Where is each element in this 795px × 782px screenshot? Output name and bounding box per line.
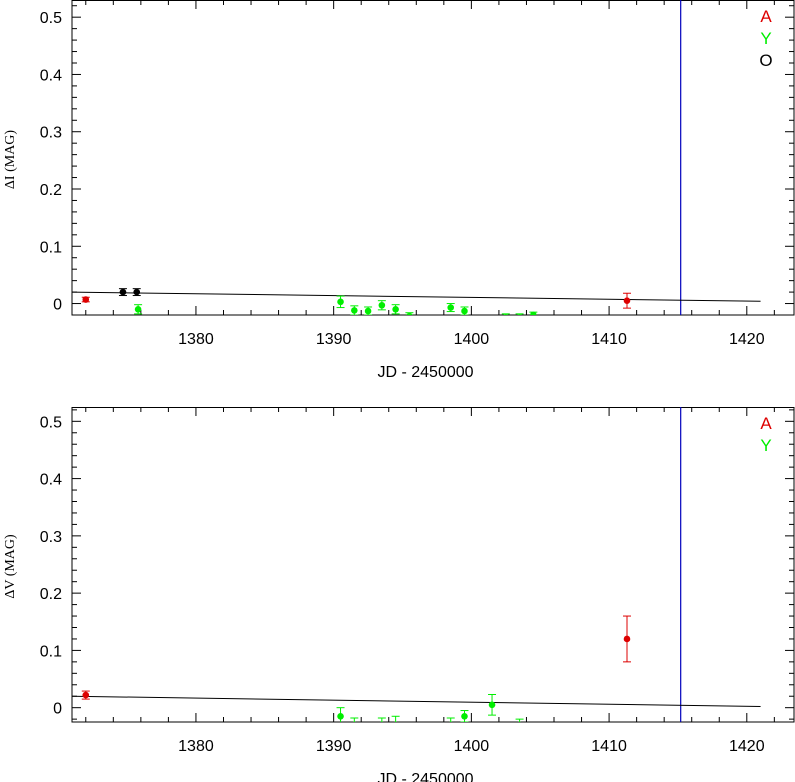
data-marker	[447, 304, 455, 311]
data-marker	[82, 296, 90, 303]
data-point-Y	[350, 717, 359, 722]
legend-entry-Y: Y	[760, 29, 771, 48]
data-marker	[380, 721, 384, 722]
y-tick-label: 0.3	[40, 125, 62, 142]
data-marker	[517, 313, 522, 315]
data-marker	[337, 712, 344, 720]
legend-entry-A: A	[760, 7, 772, 26]
x-tick-label: 1410	[591, 738, 627, 755]
legend-entry-O: O	[759, 51, 772, 70]
data-marker	[351, 307, 358, 314]
y-tick-label: 0.5	[40, 10, 62, 27]
data-point-Y	[460, 306, 469, 315]
data-point-Y	[501, 313, 510, 315]
y-axis-label: ΔV (MAG)	[3, 534, 18, 599]
data-point-Y	[377, 717, 386, 722]
x-tick-label: 1420	[729, 331, 765, 348]
x-tick-label: 1380	[178, 738, 214, 755]
x-tick-label: 1390	[316, 738, 352, 755]
y-axis-label: ΔI (MAG)	[3, 130, 18, 189]
data-point-Y	[515, 313, 524, 315]
x-tick-label: 1400	[454, 738, 490, 755]
y-tick-label: 0	[53, 701, 62, 718]
y-tick-label: 0.4	[40, 67, 62, 84]
data-marker	[364, 307, 372, 315]
plot-frame	[71, 0, 795, 316]
data-point-Y	[336, 707, 345, 722]
data-marker	[488, 701, 496, 709]
x-axis-label: JD - 2450000	[377, 364, 473, 381]
y-tick-label: 0	[53, 297, 62, 314]
data-marker	[119, 288, 127, 296]
data-marker	[352, 721, 356, 722]
data-point-A	[622, 292, 631, 309]
data-layer	[72, 0, 761, 315]
trend-line	[72, 695, 761, 708]
trend-line	[72, 291, 761, 302]
data-point-Y	[515, 718, 524, 722]
y-tick-label: 0.5	[40, 414, 62, 431]
x-tick-label: 1390	[316, 331, 352, 348]
data-point-Y	[391, 304, 400, 315]
data-marker	[461, 712, 468, 720]
data-point-Y	[460, 710, 469, 722]
data-marker	[134, 305, 142, 313]
data-marker	[449, 721, 453, 722]
plot-frame	[71, 407, 795, 723]
data-point-Y	[364, 306, 373, 315]
data-point-Y	[529, 311, 538, 315]
y-tick-label: 0.2	[40, 586, 62, 603]
legend-entry-A: A	[760, 414, 772, 433]
data-point-Y	[134, 304, 143, 315]
data-point-Y	[446, 717, 455, 722]
data-marker	[530, 311, 537, 315]
y-tick-label: 0.1	[40, 643, 62, 660]
data-marker	[517, 721, 522, 722]
data-marker	[623, 297, 631, 304]
data-point-Y	[377, 300, 386, 311]
data-marker	[337, 298, 344, 306]
x-tick-label: 1410	[591, 331, 627, 348]
data-marker	[406, 312, 413, 315]
data-point-A	[622, 615, 631, 663]
data-marker	[378, 301, 386, 309]
data-marker	[82, 691, 90, 699]
y-tick-label: 0.4	[40, 472, 62, 489]
data-point-Y	[391, 715, 400, 722]
data-point-Y	[446, 303, 455, 313]
y-tick-label: 0.2	[40, 182, 62, 199]
data-point-Y	[488, 694, 497, 716]
data-marker	[133, 288, 141, 296]
data-layer	[72, 407, 761, 722]
x-tick-label: 1420	[729, 738, 765, 755]
x-tick-label: 1380	[178, 331, 214, 348]
data-marker	[503, 313, 509, 315]
y-tick-label: 0.1	[40, 239, 62, 256]
y-tick-label: 0.3	[40, 529, 62, 546]
chart-panel-2: 1380 1390 1400 1410 1420 0 0.1 0.2 0.3 0.4 0.5 JD -…	[3, 407, 795, 782]
data-point-A	[81, 690, 90, 700]
data-marker	[623, 635, 631, 643]
x-axis-label: JD - 2450000	[377, 771, 473, 782]
data-point-Y	[350, 305, 359, 315]
data-point-O	[132, 288, 141, 297]
data-point-Y	[336, 295, 345, 309]
data-marker	[461, 307, 468, 315]
chart-panel-1: 1380 1390 1400 1410 1420 0 0.1 0.2 0.3 0.4 0.5 JD -…	[3, 0, 795, 381]
data-point-A	[81, 296, 90, 303]
legend-entry-Y: Y	[760, 436, 771, 455]
x-tick-label: 1400	[454, 331, 490, 348]
data-marker	[392, 305, 399, 313]
data-marker	[393, 721, 398, 722]
data-point-Y	[405, 312, 414, 315]
data-point-O	[118, 288, 127, 297]
